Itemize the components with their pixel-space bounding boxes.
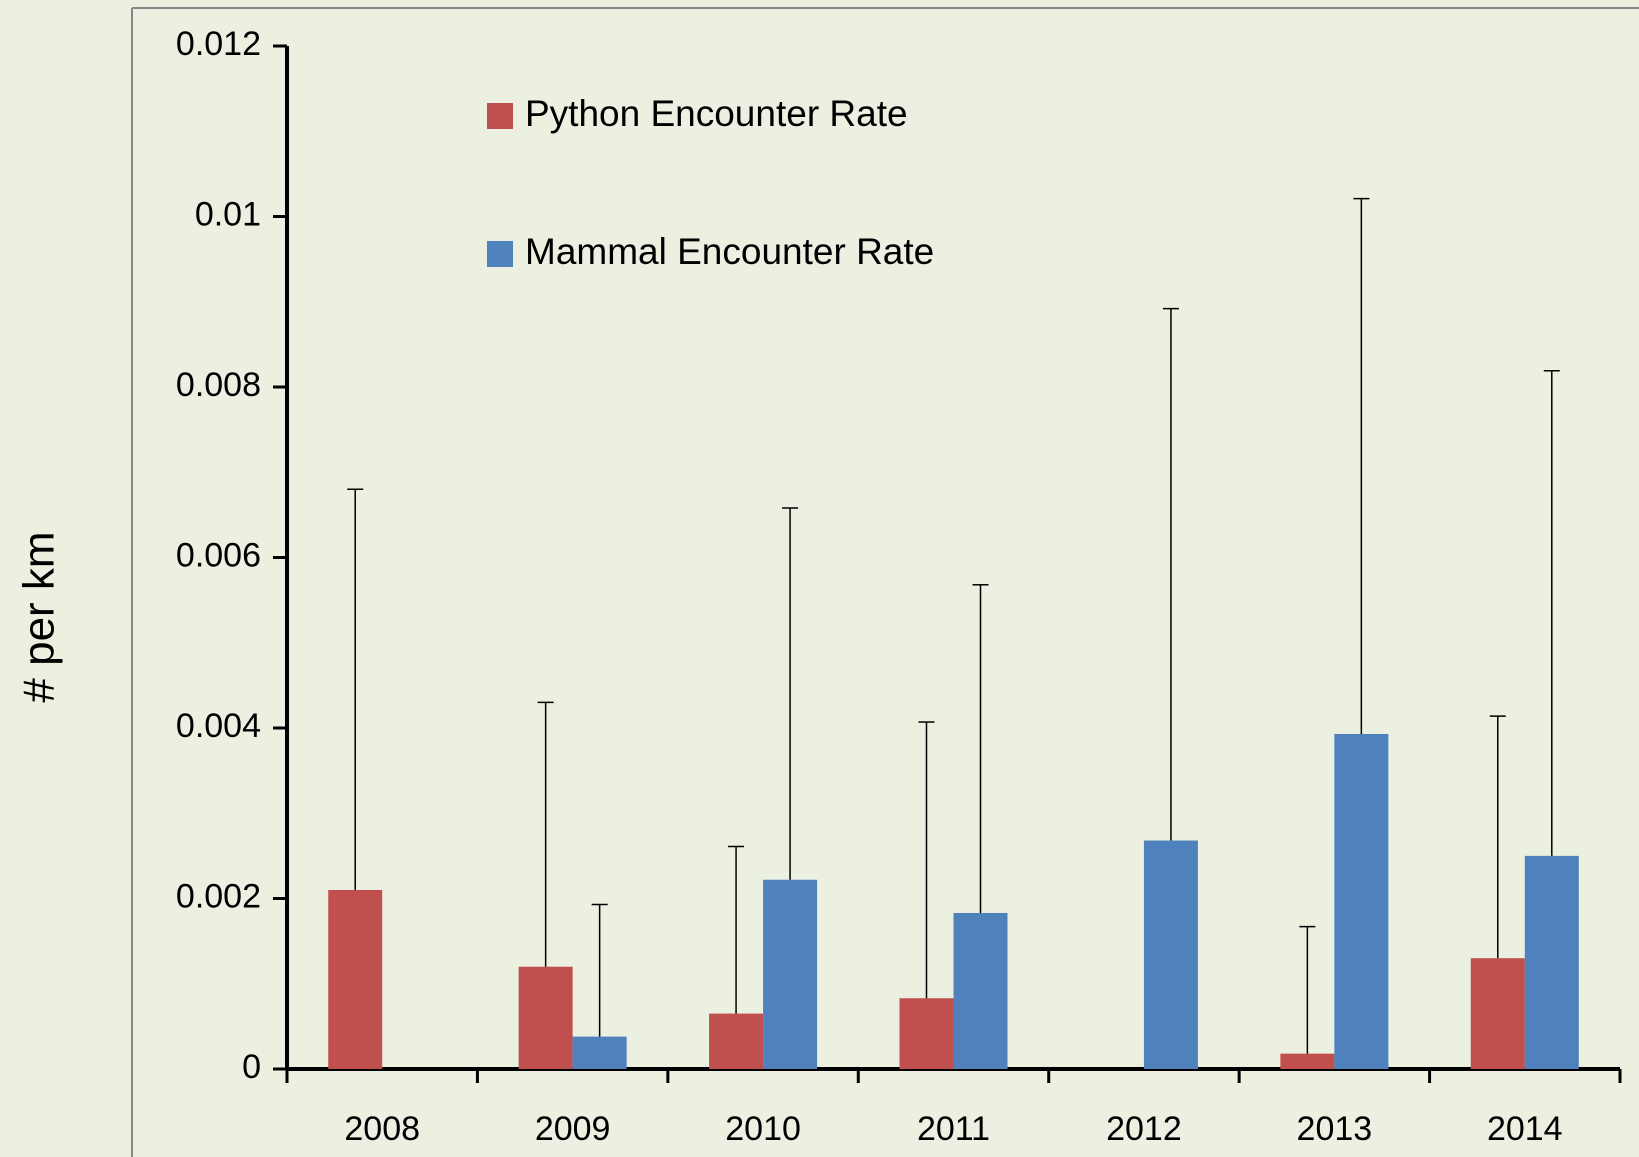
bar — [1470, 958, 1525, 1069]
y-tick-label: 0.002 — [176, 877, 261, 915]
bar — [1334, 733, 1389, 1069]
legend-label: Python Encounter Rate — [525, 93, 908, 134]
x-tick-label: 2012 — [1106, 1110, 1182, 1148]
bar — [572, 1036, 627, 1069]
y-tick-label: 0.008 — [176, 366, 261, 404]
x-tick-label: 2013 — [1297, 1110, 1373, 1148]
y-tick-label: 0.01 — [195, 195, 261, 233]
bar — [518, 966, 573, 1069]
bar — [763, 879, 818, 1069]
y-tick-label: 0 — [242, 1048, 261, 1086]
legend-swatch — [487, 103, 513, 129]
y-tick-label: 0.004 — [176, 707, 261, 745]
bar — [328, 889, 383, 1069]
x-tick-label: 2014 — [1487, 1110, 1563, 1148]
bar — [899, 998, 954, 1069]
bar — [953, 912, 1008, 1069]
bar — [1143, 840, 1198, 1069]
y-tick-label: 0.012 — [176, 25, 261, 63]
x-tick-label: 2008 — [344, 1110, 420, 1148]
bar — [1524, 855, 1579, 1069]
x-tick-label: 2011 — [917, 1110, 990, 1148]
x-tick-label: 2009 — [535, 1110, 611, 1148]
bar — [1280, 1053, 1335, 1069]
legend-label: Mammal Encounter Rate — [525, 231, 934, 272]
legend-swatch — [487, 241, 513, 267]
y-tick-label: 0.006 — [176, 536, 261, 574]
y-axis-label: # per km — [15, 531, 64, 702]
x-tick-label: 2010 — [725, 1110, 801, 1148]
bar — [709, 1013, 764, 1069]
